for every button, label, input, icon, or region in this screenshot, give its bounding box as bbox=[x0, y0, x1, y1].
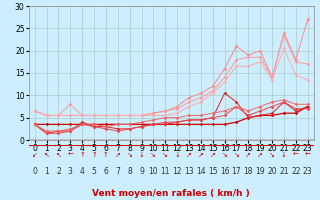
Text: ↗: ↗ bbox=[186, 152, 192, 158]
Text: 16: 16 bbox=[220, 167, 229, 176]
Text: 6: 6 bbox=[103, 167, 108, 176]
Text: ↖: ↖ bbox=[56, 152, 61, 158]
Text: 7: 7 bbox=[116, 167, 120, 176]
Text: 5: 5 bbox=[92, 167, 97, 176]
Text: ↑: ↑ bbox=[79, 152, 85, 158]
Text: ↗: ↗ bbox=[198, 152, 204, 158]
Text: 0: 0 bbox=[32, 167, 37, 176]
Text: 17: 17 bbox=[232, 167, 241, 176]
Text: ↘: ↘ bbox=[150, 152, 156, 158]
Text: ↓: ↓ bbox=[281, 152, 287, 158]
Text: ↑: ↑ bbox=[103, 152, 109, 158]
Text: 3: 3 bbox=[68, 167, 73, 176]
Text: ↘: ↘ bbox=[269, 152, 275, 158]
Text: ↑: ↑ bbox=[91, 152, 97, 158]
Text: ↙: ↙ bbox=[32, 152, 38, 158]
Text: ↗: ↗ bbox=[210, 152, 216, 158]
Text: 10: 10 bbox=[148, 167, 158, 176]
Text: 12: 12 bbox=[172, 167, 182, 176]
Text: 8: 8 bbox=[127, 167, 132, 176]
Text: ←: ← bbox=[293, 152, 299, 158]
Text: ←: ← bbox=[68, 152, 73, 158]
Text: 20: 20 bbox=[267, 167, 277, 176]
Text: ↖: ↖ bbox=[44, 152, 50, 158]
Text: 11: 11 bbox=[161, 167, 170, 176]
Text: ↓: ↓ bbox=[139, 152, 144, 158]
Text: 4: 4 bbox=[80, 167, 84, 176]
Text: Vent moyen/en rafales ( km/h ): Vent moyen/en rafales ( km/h ) bbox=[92, 189, 250, 198]
Text: 2: 2 bbox=[56, 167, 61, 176]
Text: 23: 23 bbox=[303, 167, 312, 176]
Text: 14: 14 bbox=[196, 167, 206, 176]
Text: ↗: ↗ bbox=[115, 152, 121, 158]
Text: 1: 1 bbox=[44, 167, 49, 176]
Text: ↘: ↘ bbox=[234, 152, 239, 158]
Text: 13: 13 bbox=[184, 167, 194, 176]
Text: 21: 21 bbox=[279, 167, 289, 176]
Text: ←: ← bbox=[305, 152, 311, 158]
Text: ↘: ↘ bbox=[222, 152, 228, 158]
Text: 9: 9 bbox=[139, 167, 144, 176]
Text: ↗: ↗ bbox=[257, 152, 263, 158]
Text: 19: 19 bbox=[255, 167, 265, 176]
Text: ↘: ↘ bbox=[127, 152, 132, 158]
Text: 22: 22 bbox=[291, 167, 300, 176]
Text: ↗: ↗ bbox=[245, 152, 251, 158]
Text: ↓: ↓ bbox=[174, 152, 180, 158]
Text: ↘: ↘ bbox=[162, 152, 168, 158]
Text: 15: 15 bbox=[208, 167, 218, 176]
Text: 18: 18 bbox=[244, 167, 253, 176]
